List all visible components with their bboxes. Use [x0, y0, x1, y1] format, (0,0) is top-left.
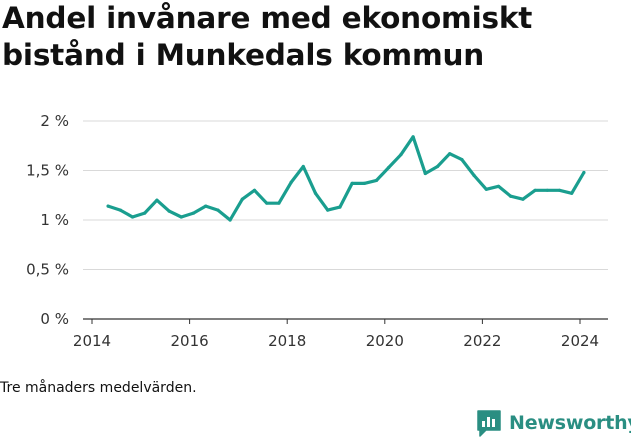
data-point — [484, 187, 488, 191]
data-point — [362, 181, 366, 185]
chart-title-line-1: Andel invånare med ekonomiskt — [2, 1, 533, 35]
data-point — [265, 201, 269, 205]
data-point — [423, 171, 427, 176]
data-point — [277, 201, 281, 205]
data-point — [130, 215, 135, 219]
data-point — [252, 188, 257, 192]
x-tick-label: 2024 — [561, 332, 599, 350]
data-point — [387, 165, 391, 170]
data-point — [228, 218, 232, 222]
data-point — [435, 164, 440, 169]
chart-title: Andel invånare med ekonomiskt bistånd i … — [2, 0, 627, 74]
data-point — [118, 208, 122, 212]
y-tick-label: 1,5 % — [26, 162, 69, 180]
x-tick-label: 2018 — [268, 332, 306, 350]
y-tick-label: 1 % — [40, 211, 69, 229]
y-axis-tick-labels: 0 % 0,5 % 1 % 1,5 % 2 % — [26, 112, 69, 328]
bar-chart-speech-bubble-icon — [477, 410, 501, 437]
data-point — [509, 194, 513, 198]
data-point — [204, 204, 208, 208]
data-point — [557, 188, 562, 192]
data-point — [496, 184, 501, 188]
data-point — [216, 208, 220, 212]
data-point — [240, 197, 244, 201]
data-point — [545, 188, 549, 192]
data-point — [289, 180, 293, 184]
x-tick-label: 2022 — [463, 332, 501, 350]
y-tick-label: 2 % — [40, 112, 69, 130]
data-point — [570, 191, 574, 195]
x-tick-label: 2014 — [73, 332, 111, 350]
data-point — [460, 158, 464, 162]
y-tick-label: 0 % — [40, 310, 69, 328]
brand-logo[interactable]: Newsworthy — [476, 407, 631, 439]
data-point — [399, 153, 403, 157]
series-layer — [106, 135, 586, 222]
data-point — [582, 170, 586, 175]
data-point — [155, 198, 159, 202]
data-point — [374, 178, 379, 182]
data-point — [143, 211, 147, 215]
data-point — [326, 208, 330, 212]
data-point — [350, 181, 354, 185]
brand-name: Newsworthy — [509, 412, 631, 434]
data-point — [533, 188, 537, 192]
data-point — [191, 211, 196, 215]
data-point — [338, 205, 342, 209]
x-tick-label: 2020 — [366, 332, 404, 350]
grid-lines — [83, 120, 608, 270]
data-point — [448, 152, 452, 156]
y-tick-label: 0,5 % — [26, 261, 69, 279]
data-point — [179, 215, 183, 219]
x-tick-label: 2016 — [171, 332, 209, 350]
data-point — [301, 164, 305, 169]
data-point — [411, 135, 415, 139]
x-axis-tick-labels: 2014 2016 2018 2020 2022 2024 — [73, 332, 599, 350]
footnote: Tre månaders medelvärden. — [0, 380, 197, 396]
data-point — [521, 197, 525, 201]
data-point — [472, 173, 476, 178]
data-point — [167, 209, 171, 213]
data-point — [106, 204, 110, 208]
series-line-0 — [106, 135, 586, 222]
data-point — [313, 191, 318, 195]
chart-title-line-2: bistånd i Munkedals kommun — [2, 38, 485, 72]
x-axis — [83, 318, 608, 324]
